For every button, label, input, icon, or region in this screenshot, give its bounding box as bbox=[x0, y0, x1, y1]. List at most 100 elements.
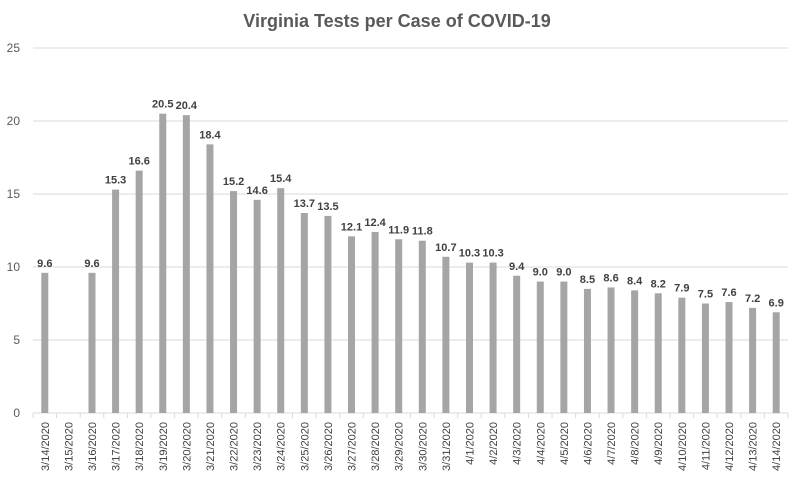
y-tick-label: 15 bbox=[7, 187, 21, 201]
x-tick-label: 4/8/2020 bbox=[630, 422, 642, 465]
x-tick-label: 3/15/2020 bbox=[63, 422, 75, 471]
x-tick-label: 4/1/2020 bbox=[464, 422, 476, 465]
x-tick-label: 4/2/2020 bbox=[488, 422, 500, 465]
bar bbox=[513, 275, 521, 413]
bar bbox=[465, 262, 473, 413]
bar bbox=[253, 199, 261, 413]
data-label: 20.4 bbox=[176, 100, 198, 112]
data-label: 14.6 bbox=[246, 185, 267, 197]
x-tick-label: 4/7/2020 bbox=[606, 422, 618, 465]
chart-title: Virginia Tests per Case of COVID-19 bbox=[243, 11, 550, 31]
data-label: 7.2 bbox=[745, 293, 760, 305]
x-tick-label: 4/12/2020 bbox=[724, 422, 736, 471]
bar bbox=[583, 288, 591, 413]
x-tick-label: 3/21/2020 bbox=[205, 422, 217, 471]
bar bbox=[654, 293, 662, 413]
data-label: 7.5 bbox=[698, 289, 713, 301]
y-tick-label: 10 bbox=[7, 260, 21, 274]
x-tick-label: 4/6/2020 bbox=[582, 422, 594, 465]
x-tick-label: 4/10/2020 bbox=[677, 422, 689, 471]
x-tick-label: 3/24/2020 bbox=[276, 422, 288, 471]
bar bbox=[395, 239, 403, 413]
data-label: 8.2 bbox=[651, 278, 666, 290]
data-label: 9.0 bbox=[556, 267, 571, 279]
x-tick-label: 3/29/2020 bbox=[394, 422, 406, 471]
data-label: 11.8 bbox=[412, 226, 433, 238]
data-label: 9.0 bbox=[533, 267, 548, 279]
bar bbox=[772, 312, 780, 413]
data-label: 13.7 bbox=[294, 198, 315, 210]
y-tick-label: 5 bbox=[13, 333, 20, 347]
x-tick-label: 3/17/2020 bbox=[111, 422, 123, 471]
data-label: 18.4 bbox=[199, 129, 221, 141]
bar bbox=[348, 236, 356, 413]
x-tick-label: 3/31/2020 bbox=[441, 422, 453, 471]
data-label: 9.6 bbox=[37, 258, 52, 270]
bar bbox=[631, 290, 639, 413]
x-tick-label: 4/13/2020 bbox=[748, 422, 760, 471]
data-label: 7.6 bbox=[721, 287, 736, 299]
bar bbox=[230, 191, 238, 413]
bar bbox=[489, 262, 497, 413]
x-tick-label: 3/16/2020 bbox=[87, 422, 99, 471]
x-tick-label: 3/25/2020 bbox=[299, 422, 311, 471]
data-label: 15.3 bbox=[105, 175, 126, 187]
y-axis-ticks: 0 5 10 15 20 25 bbox=[7, 41, 21, 420]
gridlines bbox=[33, 47, 788, 414]
bar bbox=[159, 113, 167, 413]
bar bbox=[135, 170, 143, 413]
data-label: 6.9 bbox=[769, 297, 784, 309]
x-tick-label: 3/14/2020 bbox=[40, 422, 52, 471]
x-tick-label: 3/23/2020 bbox=[252, 422, 264, 471]
x-tick-label: 4/4/2020 bbox=[535, 422, 547, 465]
bar bbox=[371, 231, 379, 413]
data-label: 15.2 bbox=[223, 176, 244, 188]
data-label: 9.6 bbox=[84, 258, 99, 270]
x-tick-label: 4/14/2020 bbox=[771, 422, 783, 471]
bar bbox=[725, 302, 733, 413]
data-label: 8.5 bbox=[580, 274, 595, 286]
bar bbox=[112, 189, 120, 413]
bar bbox=[560, 281, 568, 413]
x-tick-label: 3/30/2020 bbox=[417, 422, 429, 471]
x-tick-label: 4/9/2020 bbox=[653, 422, 665, 465]
x-tick-label: 3/27/2020 bbox=[347, 422, 359, 471]
bar bbox=[607, 287, 615, 413]
y-tick-label: 0 bbox=[13, 406, 20, 420]
bar bbox=[536, 281, 544, 413]
bar bbox=[678, 297, 686, 413]
data-label: 12.1 bbox=[341, 221, 362, 233]
x-tick-label: 3/28/2020 bbox=[370, 422, 382, 471]
bar bbox=[41, 272, 49, 413]
data-label: 7.9 bbox=[674, 283, 689, 295]
bars bbox=[41, 113, 780, 414]
x-tick-label: 3/26/2020 bbox=[323, 422, 335, 471]
data-label: 16.6 bbox=[128, 156, 149, 168]
bar bbox=[182, 115, 190, 413]
data-label: 10.3 bbox=[459, 248, 480, 260]
data-label: 10.7 bbox=[435, 242, 456, 254]
data-label: 12.4 bbox=[364, 217, 386, 229]
data-label: 8.4 bbox=[627, 275, 643, 287]
data-label: 8.6 bbox=[603, 272, 618, 284]
data-label: 20.5 bbox=[152, 99, 173, 111]
y-tick-label: 20 bbox=[7, 114, 21, 128]
bar bbox=[442, 256, 450, 413]
data-labels: 9.6 9.6 15.316.6 20.5 20.4 18.4 15.214.615.4 13… bbox=[37, 99, 784, 310]
data-label: 15.4 bbox=[270, 173, 292, 185]
bar bbox=[701, 303, 709, 413]
y-tick-label: 25 bbox=[7, 41, 21, 55]
data-label: 13.5 bbox=[317, 201, 338, 213]
x-tick-label: 3/19/2020 bbox=[158, 422, 170, 471]
x-tick-label: 4/5/2020 bbox=[559, 422, 571, 465]
x-tick-label: 3/22/2020 bbox=[229, 422, 241, 471]
x-axis-ticks: 3/14/2020 3/15/2020 3/16/2020 3/17/2020 3/18… bbox=[32, 413, 789, 471]
data-label: 9.4 bbox=[509, 261, 525, 273]
x-tick-label: 4/11/2020 bbox=[700, 422, 712, 470]
bar bbox=[324, 215, 332, 413]
bar bbox=[300, 212, 308, 413]
data-label: 10.3 bbox=[482, 248, 503, 260]
bar bbox=[88, 272, 96, 413]
